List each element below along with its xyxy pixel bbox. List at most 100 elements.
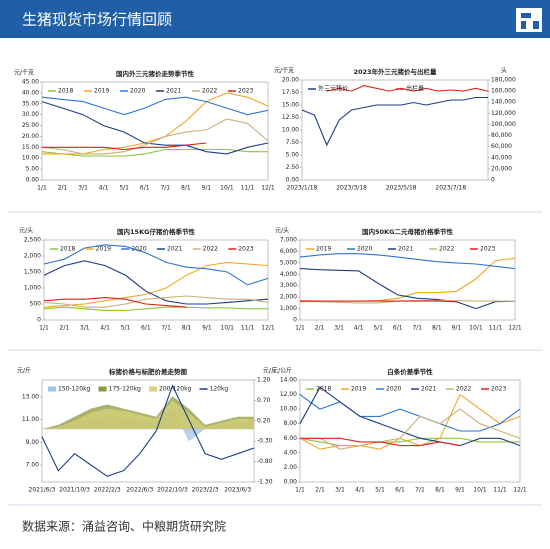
y2-tick-label: 80,000 bbox=[491, 132, 512, 139]
legend-label: 2022 bbox=[456, 386, 471, 393]
legend-label: 2022 bbox=[439, 246, 454, 253]
plot-frame bbox=[301, 79, 489, 181]
chart-title: 国内50KG二元母猪价格季节性 bbox=[362, 227, 453, 236]
legend-label: 2019 bbox=[316, 246, 331, 253]
series-line bbox=[41, 96, 269, 116]
x-tick-label: 2022/10/3 bbox=[157, 487, 188, 494]
y-tick-label: 10.00 bbox=[280, 406, 297, 413]
x-tick-label: 2/1 bbox=[315, 487, 325, 494]
y-tick-label: 1,500 bbox=[24, 269, 41, 276]
legend-label: 2023 bbox=[480, 246, 495, 253]
legend-label: 2020 bbox=[131, 246, 146, 253]
series-line bbox=[43, 261, 269, 308]
x-tick-label: 10/1 bbox=[469, 325, 483, 332]
x-tick-label: 2023/2/3 bbox=[192, 487, 219, 494]
x-tick-label: 2023/7/18 bbox=[435, 185, 466, 192]
x-tick-label: 2/1 bbox=[58, 185, 68, 192]
legend-label: 2018 bbox=[58, 88, 73, 95]
legend-label: 2020 bbox=[357, 246, 372, 253]
x-tick-label: 7/1 bbox=[415, 487, 425, 494]
plot-frame bbox=[41, 81, 269, 181]
y-tick-label: 15.00 bbox=[282, 102, 299, 109]
x-tick-label: 7/1 bbox=[161, 325, 171, 332]
x-tick-label: 6/1 bbox=[141, 325, 151, 332]
x-tick-label: 11/1 bbox=[241, 185, 255, 192]
x-tick-label: 10/1 bbox=[473, 487, 487, 494]
y-axis-label: 元/公斤 bbox=[272, 367, 292, 375]
legend-label: 2018 bbox=[60, 246, 75, 253]
legend-label: 外三元猪价 bbox=[318, 85, 348, 93]
y-tick-label: 2,000 bbox=[24, 253, 41, 260]
legend-label: 2018 bbox=[316, 386, 331, 393]
legend-label: 200-120kg bbox=[159, 386, 192, 393]
y-tick-label: 5.00 bbox=[26, 166, 40, 173]
legend-label: 2021 bbox=[398, 246, 413, 253]
y-tick-label: 0.00 bbox=[26, 177, 40, 184]
x-tick-label: 1/1 bbox=[39, 325, 49, 332]
plot-frame bbox=[43, 239, 269, 321]
y2-tick-label: 1.20 bbox=[257, 377, 271, 384]
series-line bbox=[300, 300, 457, 303]
y-tick-label: 35.00 bbox=[22, 100, 39, 107]
y-tick-label: 14.00 bbox=[280, 377, 297, 384]
y2-tick-label: 160,000 bbox=[491, 88, 516, 95]
y-tick-label: 2.00 bbox=[284, 464, 298, 471]
y-tick-label: 4,000 bbox=[280, 271, 297, 278]
series-line bbox=[301, 96, 488, 147]
y-tick-label: 9.00 bbox=[26, 439, 40, 446]
y2-tick-label: 20,000 bbox=[491, 165, 512, 172]
y-tick-label: 8.00 bbox=[284, 420, 298, 427]
series-line bbox=[299, 386, 521, 447]
series-line bbox=[41, 101, 269, 155]
chart-title: 标猪价格与标肥价差走势图 bbox=[108, 367, 188, 376]
series-line bbox=[43, 244, 269, 286]
legend-swatch bbox=[149, 386, 157, 392]
x-tick-label: 2/1 bbox=[60, 325, 70, 332]
x-tick-label: 9/1 bbox=[452, 325, 462, 332]
series-line bbox=[299, 253, 516, 270]
x-tick-label: 6/1 bbox=[140, 185, 150, 192]
plot-frame bbox=[299, 379, 521, 483]
series-area bbox=[42, 400, 254, 429]
y2-tick-label: 0 bbox=[491, 177, 495, 184]
y-tick-label: 6,000 bbox=[280, 248, 297, 255]
y-axis-label: 元/千克 bbox=[274, 67, 294, 75]
y2-axis-label: 头 bbox=[501, 67, 507, 75]
x-tick-label: 2023/3/18 bbox=[336, 185, 367, 192]
series-line bbox=[43, 295, 269, 308]
y-tick-label: 12.50 bbox=[282, 114, 299, 121]
series-line bbox=[300, 408, 521, 450]
y-tick-label: 0.00 bbox=[284, 479, 298, 486]
x-tick-label: 8/1 bbox=[182, 325, 192, 332]
x-tick-label: 11/1 bbox=[489, 325, 503, 332]
x-tick-label: 1/1 bbox=[295, 487, 305, 494]
y-tick-label: 0 bbox=[293, 317, 297, 324]
y2-axis-label: 元/斤 bbox=[263, 367, 277, 375]
series-line bbox=[299, 268, 516, 310]
legend-label: 2023 bbox=[238, 246, 253, 253]
x-tick-label: 5/1 bbox=[121, 325, 131, 332]
y-tick-label: 2.50 bbox=[286, 164, 300, 171]
series-line bbox=[326, 85, 489, 92]
x-tick-label: 5/1 bbox=[119, 185, 129, 192]
y2-tick-label: -1.30 bbox=[257, 479, 273, 486]
y-tick-label: 11.00 bbox=[22, 416, 39, 423]
y2-tick-label: 0.70 bbox=[257, 397, 271, 404]
chart-title: 2023年外三元猪价与出栏量 bbox=[353, 67, 437, 76]
y-tick-label: 6.00 bbox=[284, 435, 298, 442]
chart-title: 国内外三元猪价走势季节性 bbox=[116, 69, 195, 78]
legend-label: 2020 bbox=[386, 386, 401, 393]
legend-label: 2019 bbox=[351, 386, 366, 393]
series-line bbox=[41, 118, 269, 155]
y-tick-label: 7.00 bbox=[26, 462, 40, 469]
y-tick-label: 20.00 bbox=[282, 77, 299, 84]
x-tick-label: 2022/2/3 bbox=[94, 487, 121, 494]
x-tick-label: 3/1 bbox=[335, 487, 345, 494]
y-tick-label: 0.00 bbox=[286, 177, 300, 184]
legend-label: 120kg bbox=[210, 386, 229, 393]
y-tick-label: 4.00 bbox=[284, 449, 298, 456]
x-tick-label: 9/1 bbox=[202, 185, 212, 192]
y-tick-label: 3,000 bbox=[280, 282, 297, 289]
